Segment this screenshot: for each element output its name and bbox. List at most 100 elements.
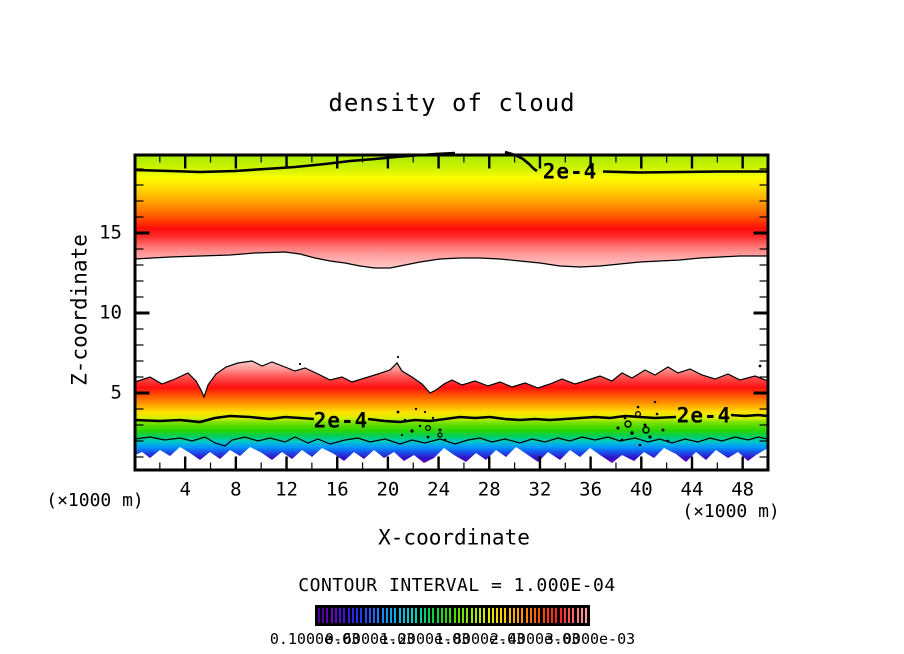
colorbar-strip [555,608,558,623]
colorbar-strip [415,608,418,623]
colorbar [315,605,590,626]
colorbar-strip [508,608,511,623]
upper-cloud-band [135,155,768,268]
colorbar-strip [453,608,456,623]
colorbar-strip [538,608,541,623]
x-tick-label: 28 [477,478,501,501]
x-tick-label: 44 [680,478,704,501]
x-tick-label: 32 [528,478,552,501]
x-axis-unit-left: (×1000 m) [46,490,144,511]
colorbar-strip [351,608,354,623]
colorbar-strip [385,608,388,623]
colorbar-strip [534,608,537,623]
y-tick-label: 10 [99,301,122,324]
colorbar-strip [343,608,346,623]
x-tick-label: 4 [179,478,191,501]
colorbar-strip [487,608,490,623]
colorbar-strip [440,608,443,623]
contour-interval-text: CONTOUR INTERVAL = 1.000E-04 [298,575,616,596]
colorbar-strip [360,608,363,623]
y-tick-label: 5 [110,381,122,404]
colorbar-tick-label: 1.8000e-03 [434,630,526,648]
colorbar-strip [445,608,448,623]
x-tick-label: 20 [376,478,400,501]
colorbar-strip [572,608,575,623]
colorbar-strip [326,608,329,623]
colorbar-strip [512,608,515,623]
colorbar-strip [390,608,393,623]
colorbar-strip [449,608,452,623]
colorbar-strip [568,608,571,623]
colorbar-tick-label: 1.2000e-03 [379,630,471,648]
colorbar-strip [470,608,473,623]
lower-band-top-contour [134,360,769,399]
colorbar-strip [546,608,549,623]
x-tick-label: 48 [731,478,755,501]
colorbar-strip [517,608,520,623]
colorbar-strip [474,608,477,623]
y-axis-label: Z-coordinate [67,234,92,386]
colorbar-strip [334,608,337,623]
plot-frame [133,153,770,472]
colorbar-strip [500,608,503,623]
contour-label-lower-right: 2e-4 [676,403,732,428]
upper-band-bottom-contour [134,251,768,269]
colorbar-strip [411,608,414,623]
x-tick-label: 16 [325,478,349,501]
colorbar-strip [428,608,431,623]
colorbar-strip [356,608,359,623]
colorbar-tick-label: 0.6000e-03 [324,630,416,648]
speckle-structures [298,355,762,447]
colorbar-strip [407,608,409,623]
colorbar-strip [576,608,579,623]
colorbar-strip [462,608,465,623]
colorbar-strip [381,608,384,623]
colorbar-strip [521,608,524,623]
colorbar-strip [394,608,397,623]
page-title: density of cloud [328,89,576,117]
x-axis-label: X-coordinate [378,525,530,550]
y-tick-label: 15 [99,221,122,244]
colorbar-tick-label: 0.1000e-03 [269,630,361,648]
x-tick-label: 12 [275,478,298,501]
colorbar-strip [491,608,494,623]
colorbar-strip [525,608,528,623]
colorbar-strip [364,608,367,623]
colorbar-strip [423,608,426,623]
colorbar-strip [580,608,583,623]
colorbar-strip [318,608,320,623]
colorbar-strip [542,608,545,623]
x-axis-unit-right: (×1000 m) [682,501,780,522]
x-tick-label: 36 [579,478,603,501]
colorbar-strip [559,608,562,623]
lower-cloud-band [135,361,768,463]
colorbar-strip [496,608,498,623]
colorbar-strip [504,608,507,623]
colorbar-strip [551,608,554,623]
x-tick-label: 24 [427,478,451,501]
colorbar-strip [419,608,422,623]
colorbar-tick-label: 2.4000e-03 [489,630,581,648]
colorbar-strip [483,608,486,623]
colorbar-strip [457,608,460,623]
contour-2e4-lower-line [134,413,769,424]
x-tick-label: 8 [230,478,242,501]
colorbar-strip [529,608,532,623]
colorbar-strip [368,608,371,623]
colorbar-strip [479,608,482,623]
axis-ticks [136,156,767,469]
contour-label-lower-left: 2e-4 [313,408,369,433]
colorbar-strip [330,608,333,623]
colorbar-strip [432,608,435,623]
colorbar-strip [322,608,325,623]
contour-label-upper: 2e-4 [542,159,598,184]
colorbar-strip [563,608,566,623]
colorbar-strip [373,608,376,623]
colorbar-strip [377,608,380,623]
x-tick-label: 40 [629,478,653,501]
colorbar-strip [347,608,350,623]
colorbar-strip [466,608,469,623]
colorbar-strip [339,608,342,623]
